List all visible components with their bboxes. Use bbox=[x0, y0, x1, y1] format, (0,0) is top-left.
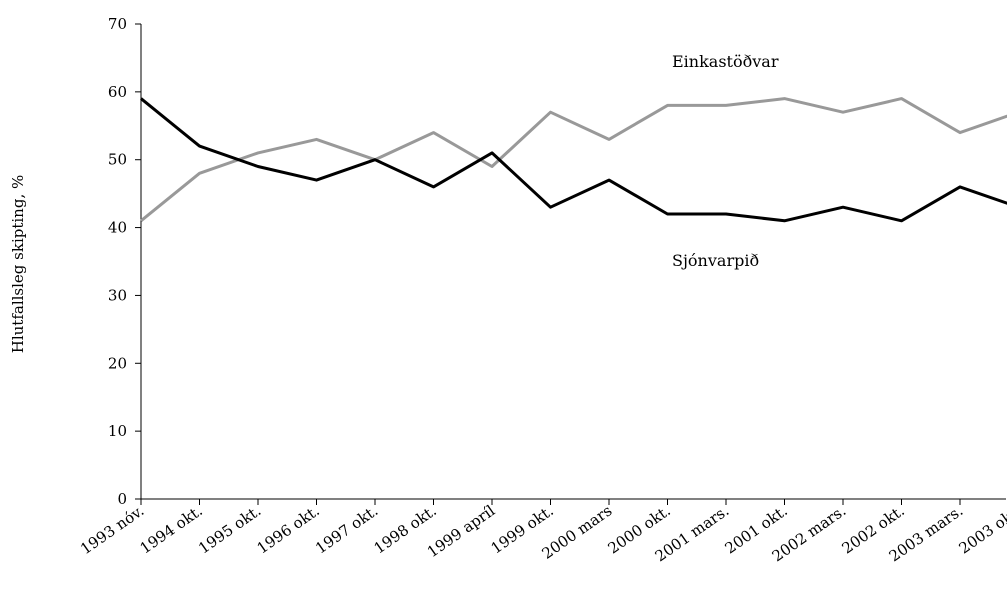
y-tick-label: 70 bbox=[108, 15, 127, 33]
y-axis: 0 10 20 30 40 50 60 70 bbox=[108, 15, 142, 508]
y-tick-label: 20 bbox=[108, 354, 127, 372]
series-labels: Einkastöðvar Sjónvarpið bbox=[672, 52, 779, 270]
x-tick-label: 1994 okt. bbox=[137, 502, 206, 558]
x-tick-label: 1996 okt. bbox=[254, 502, 323, 558]
y-tick-label: 60 bbox=[108, 83, 127, 101]
x-tick-label: 1993 nóv. bbox=[77, 502, 147, 559]
series-lines bbox=[140, 97, 1007, 223]
x-tick-label: 1997 okt. bbox=[312, 502, 381, 558]
series-label-0: Einkastöðvar bbox=[672, 52, 779, 71]
y-tick-label: 50 bbox=[108, 151, 127, 169]
series-line-1 bbox=[140, 97, 1007, 223]
y-tick-label: 10 bbox=[108, 422, 127, 440]
x-tick-label: 1995 okt. bbox=[195, 502, 264, 558]
series-label-1: Sjónvarpið bbox=[672, 251, 759, 270]
y-tick-label: 40 bbox=[108, 219, 127, 237]
x-tick-label: 2003 okt. bbox=[956, 502, 1007, 558]
series-line-0 bbox=[140, 97, 1007, 222]
y-tick-label: 30 bbox=[108, 286, 127, 304]
y-tick-label: 0 bbox=[117, 490, 127, 508]
y-axis-title: Hlutfallsleg skipting, % bbox=[9, 175, 27, 353]
x-axis: 1993 nóv.1994 okt.1995 okt.1996 okt.1997… bbox=[77, 498, 1007, 565]
